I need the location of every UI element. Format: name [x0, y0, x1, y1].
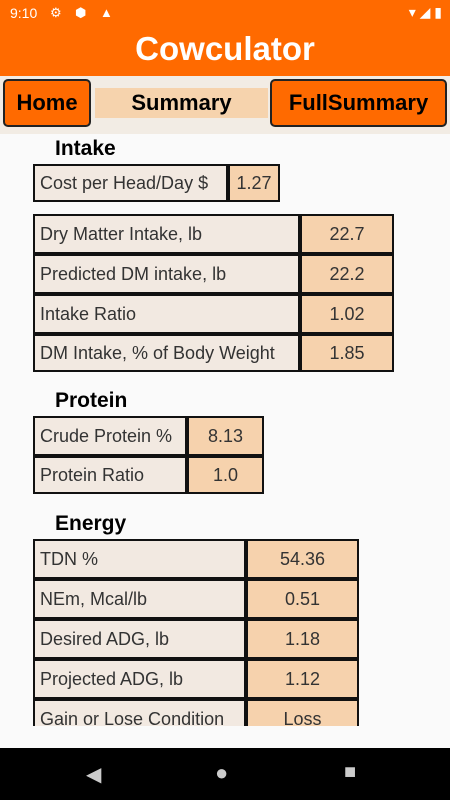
status-time: 9:10 — [10, 5, 38, 21]
energy-row-value: 0.51 — [246, 579, 359, 619]
intake-title: Intake — [55, 137, 116, 160]
a-icon: ▲ — [100, 5, 113, 20]
protein-row-value: 8.13 — [187, 416, 264, 456]
energy-row-label: TDN % — [33, 539, 246, 579]
cost-label: Cost per Head/Day $ — [33, 164, 228, 202]
wifi-icon: ▾ — [408, 4, 416, 20]
home-nav-icon[interactable]: ● — [215, 760, 229, 785]
intake-row-label: Predicted DM intake, lb — [33, 254, 300, 294]
intake-row-value: 22.7 — [300, 214, 394, 254]
status-right-icons: ▾ ◢ ▮ — [409, 4, 442, 21]
fullsummary-button[interactable]: FullSummary — [270, 79, 447, 127]
system-nav-bar: ◀ ● ■ — [0, 748, 450, 800]
status-bar: 9:10 ⚙ ⬢ ▲ ▾ ◢ ▮ — [0, 0, 450, 26]
intake-row-value: 22.2 — [300, 254, 394, 294]
cost-value: 1.27 — [228, 164, 280, 202]
energy-row-label: Desired ADG, lb — [33, 619, 246, 659]
battery-icon: ▮ — [434, 4, 442, 20]
shield-icon: ⬢ — [75, 5, 87, 20]
protein-row-label: Crude Protein % — [33, 416, 187, 456]
app-bar: Cowculator — [0, 26, 450, 76]
recents-icon[interactable]: ■ — [344, 761, 357, 783]
app-title: Cowculator — [135, 30, 315, 67]
intake-row-label: DM Intake, % of Body Weight — [33, 334, 300, 372]
energy-row-value: 1.12 — [246, 659, 359, 699]
summary-label: Summary — [95, 88, 268, 118]
energy-row-value: 1.18 — [246, 619, 359, 659]
intake-row-value: 1.85 — [300, 334, 394, 372]
energy-row-label: Projected ADG, lb — [33, 659, 246, 699]
home-button[interactable]: Home — [3, 79, 91, 127]
intake-row-value: 1.02 — [300, 294, 394, 334]
signal-icon: ◢ — [419, 4, 431, 20]
protein-row-value: 1.0 — [187, 456, 264, 494]
energy-row-value: 54.36 — [246, 539, 359, 579]
nav-row: Home Summary FullSummary — [0, 76, 450, 134]
settings-icon: ⚙ — [50, 5, 62, 20]
protein-title: Protein — [55, 389, 128, 412]
energy-title: Energy — [55, 512, 127, 535]
protein-row-label: Protein Ratio — [33, 456, 187, 494]
scroll-fade — [0, 726, 450, 748]
intake-row-label: Dry Matter Intake, lb — [33, 214, 300, 254]
intake-row-label: Intake Ratio — [33, 294, 300, 334]
back-icon[interactable]: ◀ — [86, 764, 102, 786]
energy-row-label: NEm, Mcal/lb — [33, 579, 246, 619]
